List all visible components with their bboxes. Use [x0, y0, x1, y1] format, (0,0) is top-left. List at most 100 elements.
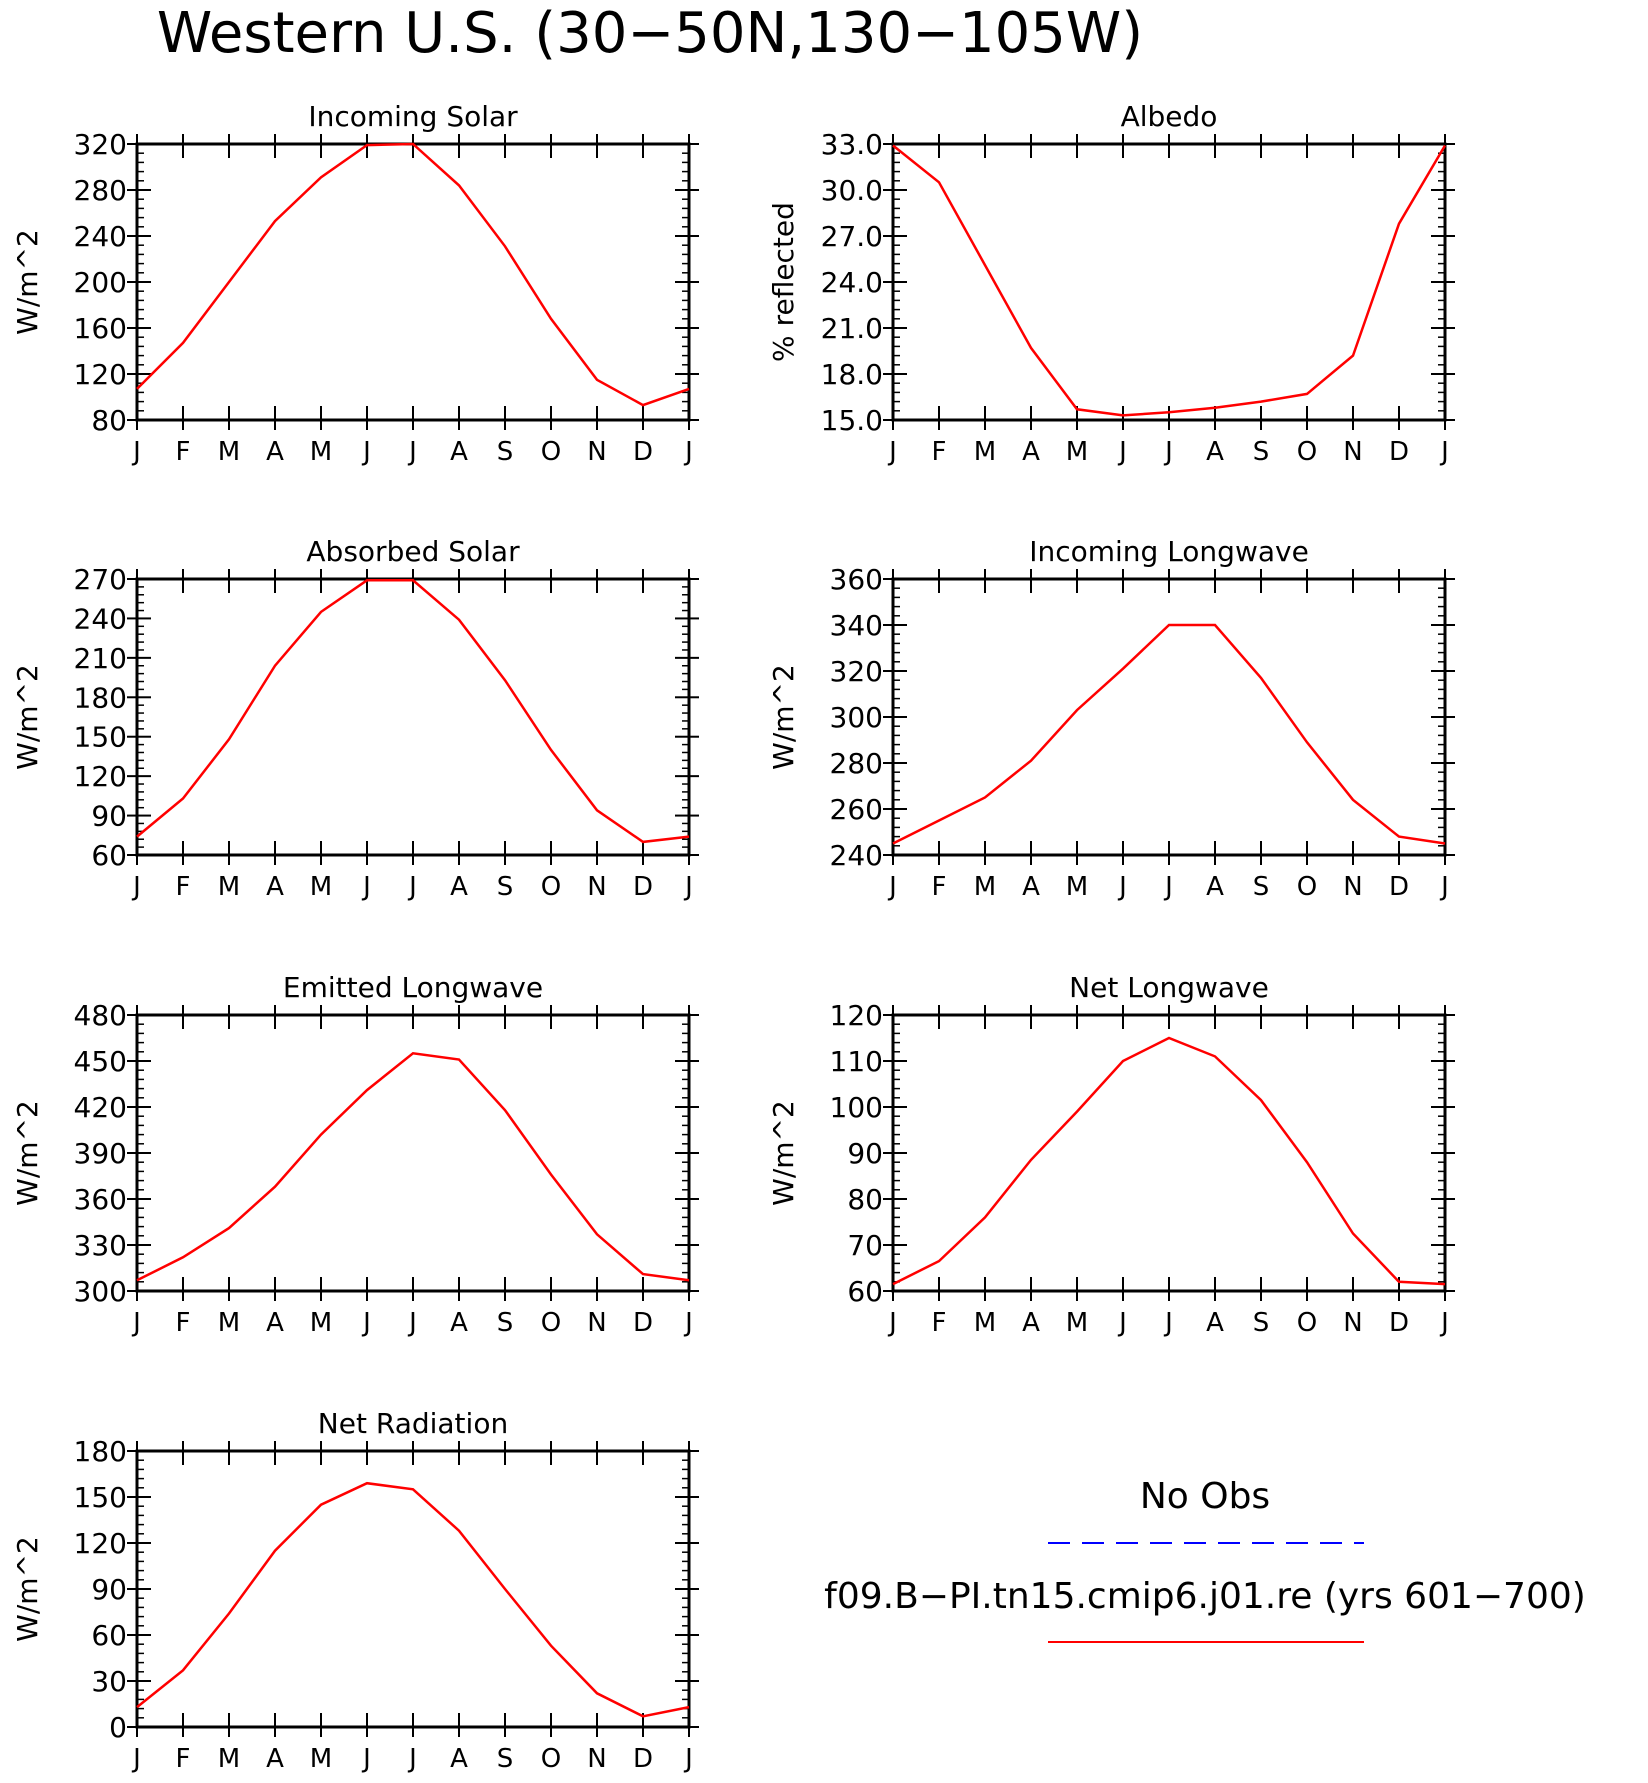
y-tick-label: 150 [74, 1481, 127, 1514]
x-tick-label: J [407, 872, 417, 902]
x-tick-label: M [310, 437, 332, 467]
y-tick-label: 160 [74, 312, 127, 345]
y-tick-label: 80 [847, 1183, 883, 1216]
y-tick-label: 100 [830, 1091, 883, 1124]
y-axis-label: W/m^2 [11, 664, 44, 770]
x-tick-label: J [131, 872, 141, 902]
x-tick-label: J [1117, 1308, 1127, 1338]
x-tick-label: J [1117, 872, 1127, 902]
chart-panel: J F M A M J J A S O N D J300330360390420450480Emitte… [11, 971, 699, 1338]
panel-title: Incoming Solar [308, 100, 518, 133]
x-tick-label: O [1297, 1308, 1317, 1338]
y-tick-label: 180 [74, 681, 127, 714]
x-tick-label: M [218, 437, 240, 467]
x-tick-label: N [1343, 872, 1362, 902]
y-tick-label: 420 [74, 1091, 127, 1124]
chart-panel: J F M A M J J A S O N D J80120160200240280320Incomin… [11, 100, 699, 467]
y-tick-label: 27.0 [821, 220, 883, 253]
x-tick-label: A [1022, 872, 1040, 902]
panel-title: Net Radiation [318, 1407, 508, 1440]
y-tick-label: 360 [830, 563, 883, 596]
y-axis-label: % reflected [767, 202, 800, 362]
x-tick-label: J [361, 1308, 371, 1338]
x-tick-label: J [1163, 437, 1173, 467]
x-tick-label: F [932, 1308, 947, 1338]
y-axis-label: W/m^2 [11, 1536, 44, 1642]
x-tick-label: S [1253, 1308, 1270, 1338]
x-tick-label: J [887, 1308, 897, 1338]
y-tick-label: 120 [74, 358, 127, 391]
plot-frame [135, 142, 691, 422]
y-tick-label: 60 [847, 1275, 883, 1308]
x-tick-label: A [450, 437, 468, 467]
x-tick-label: S [497, 872, 514, 902]
series-line [136, 1051, 690, 1282]
x-tick-label: S [497, 437, 514, 467]
x-tick-label: M [218, 1308, 240, 1338]
x-tick-label: J [407, 437, 417, 467]
plot-frame [891, 1013, 1447, 1293]
x-tick-label: J [361, 437, 371, 467]
x-tick-label: A [1022, 437, 1040, 467]
x-tick-label: S [497, 1744, 514, 1774]
y-tick-label: 90 [91, 1573, 127, 1606]
y-tick-label: 18.0 [821, 358, 883, 391]
x-tick-label: F [176, 1308, 191, 1338]
x-tick-label: J [683, 1744, 693, 1774]
y-tick-label: 480 [74, 999, 127, 1032]
plot-frame [135, 1013, 691, 1293]
y-tick-label: 150 [74, 721, 127, 754]
y-tick-label: 60 [91, 1619, 127, 1652]
x-tick-label: M [974, 437, 996, 467]
x-tick-label: J [1439, 872, 1449, 902]
y-tick-label: 390 [74, 1137, 127, 1170]
x-tick-label: S [497, 1308, 514, 1338]
x-tick-label: J [1439, 437, 1449, 467]
y-tick-label: 80 [91, 404, 127, 437]
x-tick-label: F [176, 872, 191, 902]
x-tick-label: M [1066, 437, 1088, 467]
x-tick-label: N [587, 1744, 606, 1774]
x-tick-label: A [266, 1744, 284, 1774]
x-tick-label: O [541, 437, 561, 467]
y-tick-label: 240 [830, 839, 883, 872]
x-tick-label: O [1297, 872, 1317, 902]
y-tick-label: 15.0 [821, 404, 883, 437]
x-tick-label: J [683, 1308, 693, 1338]
y-tick-label: 280 [74, 174, 127, 207]
series-line [136, 579, 690, 844]
legend-model-label: f09.B−PI.tn15.cmip6.j01.re (yrs 601−700) [824, 1576, 1586, 1617]
x-tick-label: F [176, 437, 191, 467]
y-tick-label: 120 [74, 1527, 127, 1560]
panel-title: Net Longwave [1069, 971, 1269, 1004]
y-tick-label: 300 [74, 1275, 127, 1308]
plot-frame [891, 142, 1447, 422]
y-axis-label: W/m^2 [767, 664, 800, 770]
y-tick-label: 330 [74, 1229, 127, 1262]
y-tick-label: 120 [830, 999, 883, 1032]
x-tick-label: J [1163, 1308, 1173, 1338]
figure-title: Western U.S. (30−50N,130−105W) [157, 1, 1143, 66]
y-tick-label: 24.0 [821, 266, 883, 299]
x-tick-label: M [974, 872, 996, 902]
x-tick-label: A [266, 872, 284, 902]
x-tick-label: A [1206, 872, 1224, 902]
x-tick-label: N [587, 437, 606, 467]
x-tick-label: J [887, 872, 897, 902]
y-tick-label: 320 [830, 655, 883, 688]
x-tick-label: S [1253, 437, 1270, 467]
y-tick-label: 60 [91, 839, 127, 872]
x-tick-label: A [1206, 437, 1224, 467]
x-tick-label: J [683, 872, 693, 902]
x-tick-label: A [266, 1308, 284, 1338]
y-tick-label: 30 [91, 1665, 127, 1698]
x-tick-label: D [1389, 437, 1409, 467]
x-tick-label: O [541, 1744, 561, 1774]
x-tick-label: A [450, 1308, 468, 1338]
x-tick-label: M [1066, 872, 1088, 902]
y-tick-label: 320 [74, 128, 127, 161]
x-tick-label: A [266, 437, 284, 467]
x-tick-label: J [407, 1308, 417, 1338]
